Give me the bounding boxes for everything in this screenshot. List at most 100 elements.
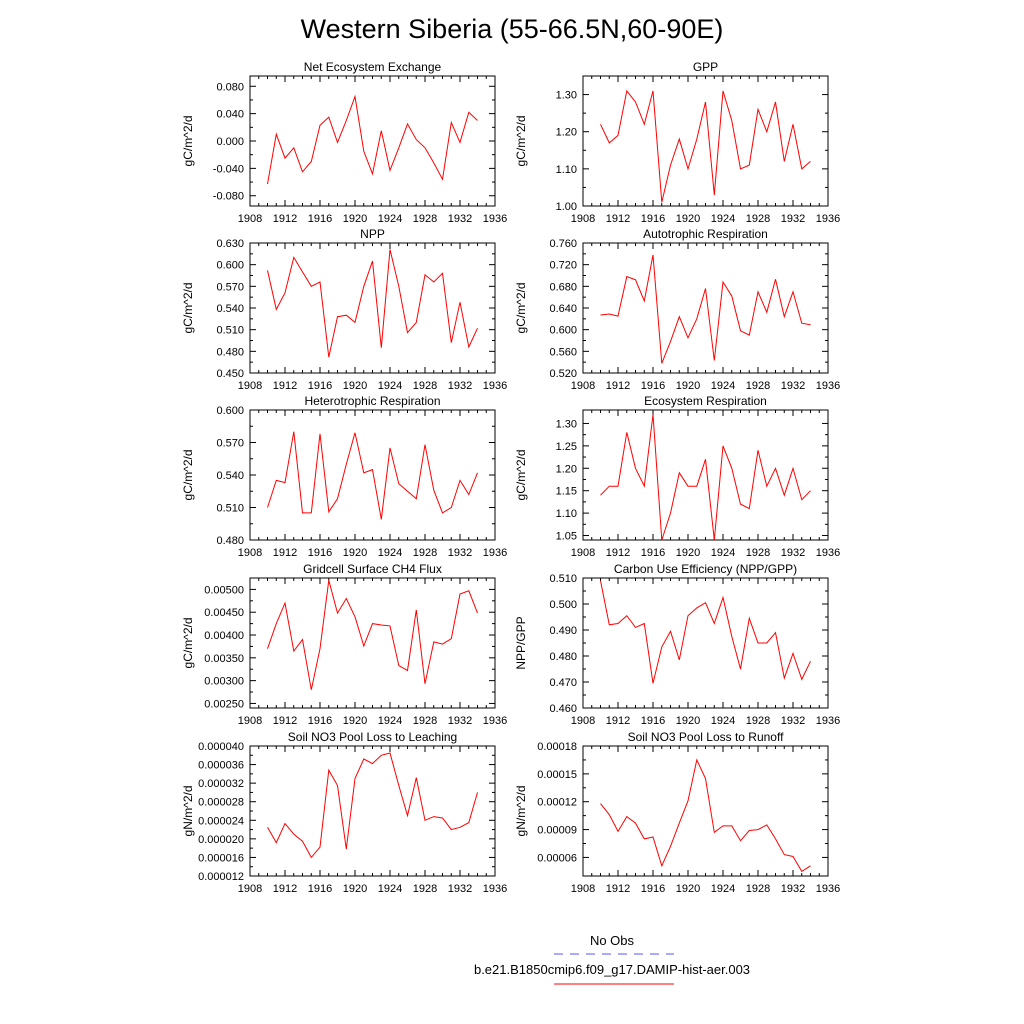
x-tick-label: 1908 [571,715,595,727]
x-tick-label: 1936 [483,380,507,392]
x-tick-label: 1928 [413,547,437,559]
panel-title: Gridcell Surface CH4 Flux [303,562,442,576]
y-tick-label: 0.450 [216,368,244,380]
legend-model-label: b.e21.B1850cmip6.f09_g17.DAMIP-hist-aer.… [473,962,751,977]
y-tick-label: 0.000016 [198,852,244,864]
y-tick-label: 1.10 [556,164,577,176]
x-tick-label: 1936 [816,547,840,559]
legend-obs-line [554,953,674,955]
y-tick-label: 0.540 [216,470,244,482]
y-tick-label: 0.600 [216,260,244,272]
x-tick-label: 1908 [238,883,262,895]
x-tick-label: 1932 [781,380,805,392]
y-tick-label: 1.20 [556,127,577,139]
panel-title: Soil NO3 Pool Loss to Runoff [628,730,785,744]
panel-7: Gridcell Surface CH4 Flux gC/m^2/d 1908 191… [181,562,507,727]
y-tick-label: 0.000032 [198,778,244,790]
x-tick-label: 1936 [816,715,840,727]
panel-title: Heterotrophic Respiration [304,394,440,408]
y-axis-label: gC/m^2/d [514,283,528,334]
x-tick-label: 1908 [571,883,595,895]
x-tick-label: 1916 [308,883,332,895]
figure-title: Western Siberia (55-66.5N,60-90E) [300,14,724,44]
x-tick-label: 1936 [483,547,507,559]
y-tick-label: 0.720 [549,260,577,272]
y-axis-label: gC/m^2/d [181,116,195,167]
x-tick-label: 1932 [448,715,472,727]
y-tick-label: 1.05 [556,531,577,543]
x-tick-label: 1932 [448,883,472,895]
y-tick-label: 1.20 [556,463,577,475]
plot-frame [582,577,829,709]
y-tick-label: 0.600 [216,405,244,417]
panel-title: Autotrophic Respiration [643,227,768,241]
x-tick-label: 1920 [676,213,700,225]
y-tick-label: 1.10 [556,508,577,520]
x-tick-label: 1912 [606,213,630,225]
y-tick-label: 0.760 [549,238,577,250]
y-tick-label: 0.00018 [537,741,577,753]
x-tick-label: 1920 [343,213,367,225]
x-tick-label: 1920 [343,883,367,895]
x-tick-label: 1928 [413,715,437,727]
y-axis-label: gN/m^2/d [514,786,528,837]
x-tick-label: 1920 [676,380,700,392]
x-tick-label: 1920 [676,715,700,727]
legend-model-line [554,983,674,985]
y-tick-label: 0.00015 [537,769,577,781]
y-tick-label: 0.570 [216,438,244,450]
x-tick-label: 1932 [781,715,805,727]
plot-frame [249,745,496,877]
y-tick-label: 1.25 [556,441,577,453]
y-tick-label: 0.00250 [204,698,244,710]
x-tick-label: 1916 [641,380,665,392]
legend-obs-label: No Obs [589,933,635,948]
panel-title: Ecosystem Respiration [644,394,767,408]
x-tick-label: 1932 [448,213,472,225]
x-tick-label: 1924 [378,883,402,895]
series-line [267,580,478,690]
y-tick-label: 0.560 [549,346,577,358]
x-tick-label: 1916 [641,213,665,225]
x-tick-label: 1932 [781,213,805,225]
x-tick-label: 1912 [606,380,630,392]
y-tick-label: -0.080 [213,191,244,203]
x-tick-label: 1932 [448,380,472,392]
x-tick-label: 1916 [641,883,665,895]
x-tick-label: 1928 [413,883,437,895]
y-tick-label: 0.00006 [537,852,577,864]
plot-frame [249,75,496,207]
x-tick-label: 1924 [711,883,735,895]
x-tick-label: 1924 [711,213,735,225]
panel-title: Soil NO3 Pool Loss to Leaching [288,730,457,744]
x-tick-label: 1928 [746,547,770,559]
y-tick-label: 0.460 [549,703,577,715]
panel-4: Autotrophic Respiration gC/m^2/d 1908 1912 1… [514,227,840,392]
y-tick-label: 0.490 [549,625,577,637]
x-tick-label: 1908 [238,380,262,392]
panel-title: GPP [693,60,718,74]
x-tick-label: 1928 [746,213,770,225]
series-line [267,94,478,185]
y-tick-label: 0.00012 [537,797,577,809]
y-tick-label: 0.080 [216,81,244,93]
series-line [600,580,811,684]
x-tick-label: 1916 [308,547,332,559]
x-tick-label: 1928 [746,380,770,392]
x-tick-label: 1912 [606,715,630,727]
y-tick-label: 0.000 [216,136,244,148]
x-tick-label: 1912 [273,883,297,895]
panel-1: Net Ecosystem Exchange gC/m^2/d 1908 1912 19… [181,60,507,225]
series-line [600,414,811,541]
x-tick-label: 1924 [711,547,735,559]
y-axis-label: gC/m^2/d [514,450,528,501]
x-tick-label: 1932 [781,883,805,895]
y-tick-label: 0.600 [549,325,577,337]
y-tick-label: 0.480 [216,346,244,358]
y-tick-label: 0.640 [549,303,577,315]
x-tick-label: 1924 [378,213,402,225]
x-tick-label: 1928 [746,715,770,727]
x-tick-label: 1912 [273,715,297,727]
